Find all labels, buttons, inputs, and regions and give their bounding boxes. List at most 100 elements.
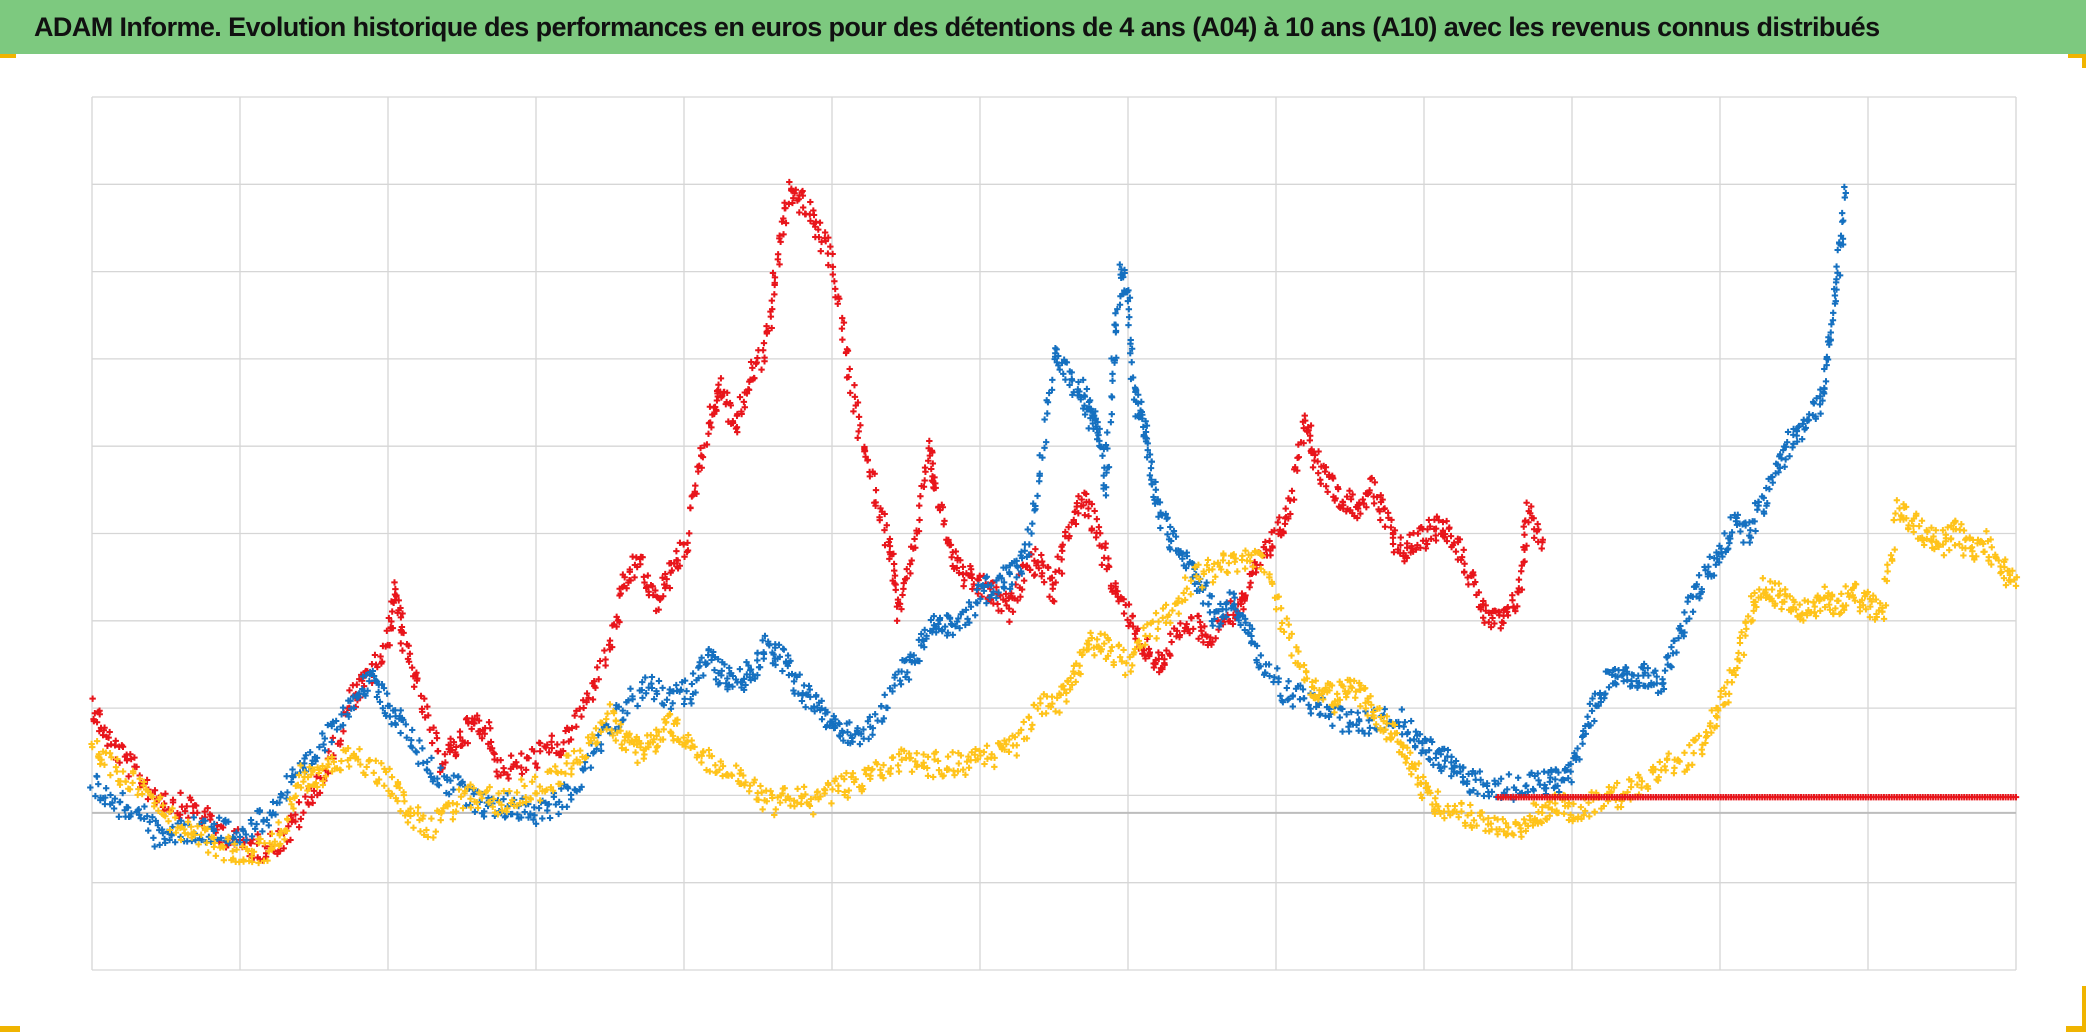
- data-point: [1882, 602, 1890, 609]
- data-point: [1809, 398, 1817, 406]
- data-point: [87, 784, 94, 791]
- data-point: [266, 840, 273, 847]
- data-point: [782, 219, 790, 227]
- data-point: [302, 793, 309, 800]
- data-point: [1056, 366, 1063, 373]
- data-point: [620, 716, 627, 723]
- data-point: [1448, 772, 1455, 780]
- data-point: [1242, 592, 1249, 599]
- data-point: [1161, 656, 1168, 663]
- data-point: [239, 843, 246, 850]
- data-point: [414, 810, 422, 817]
- data-point: [1356, 717, 1363, 725]
- data-point: [782, 796, 789, 804]
- data-point: [791, 803, 798, 810]
- data-point: [967, 603, 975, 610]
- data-point: [1127, 350, 1134, 357]
- data-point: [705, 746, 713, 754]
- data-point: [1832, 279, 1840, 286]
- data-point: [1131, 645, 1139, 653]
- data-point: [676, 539, 684, 547]
- data-point: [1447, 532, 1455, 540]
- data-point: [867, 772, 874, 780]
- data-point: [1163, 647, 1170, 654]
- data-point: [550, 793, 558, 801]
- data-point: [1124, 288, 1131, 296]
- data-point: [1564, 775, 1572, 782]
- data-point: [1120, 646, 1127, 654]
- data-point: [1277, 605, 1285, 612]
- data-point: [1028, 725, 1035, 733]
- data-point: [306, 749, 314, 756]
- data-point: [587, 737, 595, 744]
- data-point: [1129, 623, 1137, 630]
- data-point: [704, 660, 711, 667]
- data-point: [786, 178, 793, 186]
- data-point: [1451, 802, 1459, 810]
- data-point: [666, 584, 674, 592]
- data-point: [602, 662, 609, 669]
- data-point: [1159, 605, 1167, 612]
- data-point: [1776, 464, 1784, 472]
- data-point: [93, 737, 101, 745]
- data-point: [1044, 410, 1051, 417]
- data-point: [1248, 551, 1255, 559]
- data-point: [1390, 548, 1398, 556]
- data-point: [1638, 778, 1646, 785]
- data-point: [1995, 557, 2002, 564]
- data-point: [1075, 378, 1082, 386]
- data-point: [717, 758, 724, 765]
- data-point: [1268, 578, 1275, 586]
- data-point: [956, 624, 963, 632]
- data-point: [1067, 674, 1074, 682]
- data-point: [387, 792, 394, 799]
- data-point: [1109, 370, 1116, 378]
- data-point: [1274, 665, 1281, 672]
- data-point: [308, 771, 315, 778]
- data-point: [873, 761, 881, 768]
- data-point: [1433, 513, 1441, 520]
- data-point: [1480, 816, 1487, 823]
- data-point: [971, 612, 979, 619]
- data-point: [1093, 636, 1101, 643]
- data-point: [1036, 472, 1043, 480]
- data-point: [1017, 726, 1025, 734]
- data-point: [1285, 621, 1292, 628]
- data-point: [1288, 487, 1296, 495]
- data-point: [489, 803, 496, 810]
- data-point: [308, 793, 315, 801]
- data-point: [1217, 566, 1225, 573]
- data-point: [1391, 527, 1399, 534]
- data-point: [1712, 561, 1720, 568]
- data-point: [1754, 506, 1761, 513]
- data-point: [250, 848, 258, 855]
- data-point: [1357, 703, 1364, 710]
- data-point: [1312, 677, 1319, 684]
- data-point: [906, 653, 913, 661]
- data-point: [1356, 501, 1363, 508]
- data-point: [781, 784, 788, 792]
- data-point: [946, 614, 954, 621]
- data-point: [445, 790, 453, 798]
- data-point: [1261, 569, 1268, 576]
- data-point: [854, 434, 861, 442]
- data-point: [1752, 527, 1759, 535]
- data-point: [430, 834, 437, 841]
- data-point: [1973, 553, 1980, 560]
- data-point: [557, 780, 564, 788]
- data-point: [625, 732, 632, 739]
- data-point: [590, 678, 598, 685]
- data-point: [1962, 545, 1969, 552]
- data-point: [1703, 732, 1711, 740]
- data-point: [688, 680, 696, 688]
- data-point: [225, 818, 232, 825]
- data-point: [362, 771, 369, 779]
- data-point: [807, 217, 814, 225]
- data-point: [890, 550, 897, 558]
- data-point: [1297, 682, 1304, 689]
- data-point: [1702, 739, 1709, 747]
- data-point: [364, 687, 371, 694]
- data-point: [1660, 679, 1667, 687]
- data-point: [339, 722, 347, 729]
- data-point: [300, 809, 307, 816]
